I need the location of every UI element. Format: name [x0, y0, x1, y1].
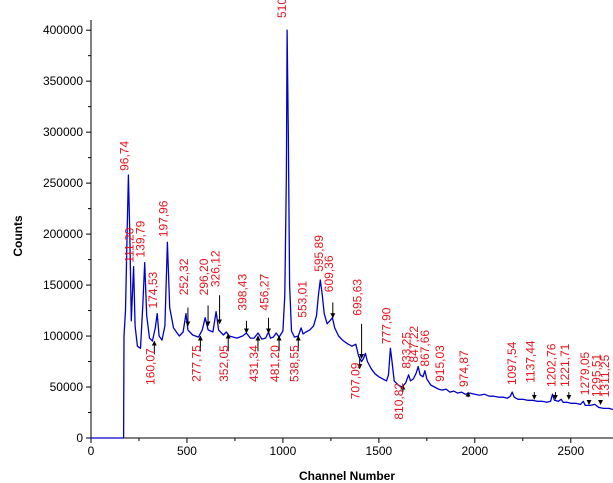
peak-label: 139,79: [134, 220, 148, 257]
peak-label: 915,03: [433, 345, 447, 382]
x-tick-label: 2000: [461, 444, 488, 458]
peak-label: 398,43: [235, 274, 249, 311]
x-tick-label: 500: [177, 444, 197, 458]
peak-label: 510,62: [275, 0, 289, 18]
peak-label: 277,75: [189, 345, 203, 382]
peak-label: 777,90: [379, 307, 393, 344]
peak-label: 810,82: [392, 383, 406, 420]
peak-label: 1221,71: [558, 343, 572, 387]
y-tick-label: 100000: [43, 329, 83, 343]
series-group: [91, 29, 613, 439]
peak-label: 695,63: [351, 279, 365, 316]
peak-label: 595,89: [312, 235, 326, 272]
peak-label: 352,05: [217, 345, 231, 382]
peak-label: 867,66: [418, 330, 432, 367]
y-tick-label: 0: [76, 431, 83, 445]
y-tick-label: 50000: [50, 380, 84, 394]
y-axis-title: Counts: [11, 215, 25, 257]
x-tick-label: 1000: [270, 444, 297, 458]
peak-label: 1311,25: [598, 354, 612, 397]
x-tick-label: 2500: [557, 444, 584, 458]
peak-label: 707,09: [349, 362, 363, 399]
x-axis-title: Channel Number: [299, 469, 395, 483]
peak-label: 197,96: [156, 200, 170, 237]
y-tick-label: 300000: [43, 125, 83, 139]
peak-label: 96,74: [117, 141, 131, 171]
y-tick-label: 350000: [43, 74, 83, 88]
arrows-group: [151, 295, 604, 405]
peak-label: 609,36: [322, 255, 336, 292]
peak-label: 1279,05: [578, 351, 592, 395]
peak-label: 481,20: [268, 345, 282, 382]
peak-label: 456,27: [257, 274, 271, 311]
peak-label: 431,34: [247, 345, 261, 382]
peak-label: 1137,44: [523, 340, 537, 383]
y-tick-label: 200000: [43, 227, 83, 241]
peak-label: 326,12: [209, 250, 223, 287]
y-tick-label: 150000: [43, 278, 83, 292]
x-tick-label: 1500: [366, 444, 393, 458]
peak-label: 847,22: [407, 326, 421, 363]
x-tick-label: 0: [88, 444, 95, 458]
peak-label: 974,87: [457, 350, 471, 387]
peak-label: 538,55: [287, 345, 301, 382]
y-tick-label: 250000: [43, 176, 83, 190]
peak-label: 160,07: [143, 348, 157, 385]
peak-label: 1097,54: [505, 341, 519, 385]
peak-label: 553,01: [295, 281, 309, 318]
peak-label: 833,25: [399, 332, 413, 369]
peak-label: 1295,51: [590, 353, 604, 397]
y-tick-label: 400000: [43, 23, 83, 37]
peak-label: 296,20: [197, 258, 211, 295]
spectrum-line: [91, 29, 613, 439]
peak-label: 1202,76: [544, 343, 558, 387]
peak-label: 252,32: [177, 258, 191, 295]
peak-label: 111,20: [123, 227, 137, 262]
axes: 0 500 1000 1500 2000 2500 0 50000 100000 150000 20…: [43, 20, 613, 458]
peak-label: 174,53: [146, 271, 160, 308]
